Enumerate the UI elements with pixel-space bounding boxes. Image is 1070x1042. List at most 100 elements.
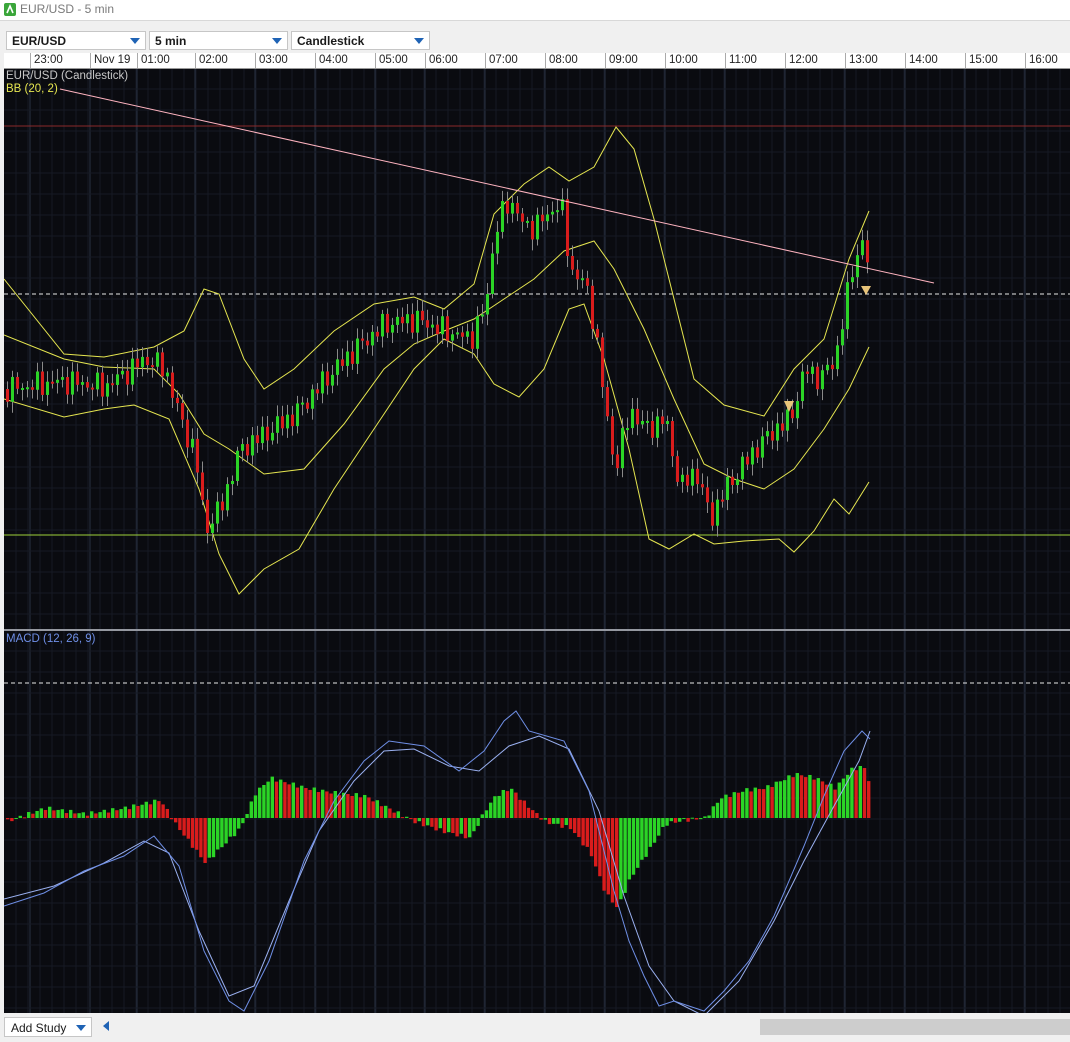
macd-histogram-bar: [846, 774, 850, 818]
macd-histogram-bar: [43, 809, 48, 818]
candle-body: [241, 444, 244, 451]
candle-body: [36, 371, 39, 390]
macd-histogram-bar: [434, 818, 438, 831]
time-axis[interactable]: 23:00 Nov 19 01:00 02:00 03:00 04:00 05:00 06:0…: [4, 53, 1070, 69]
candle-body: [256, 435, 259, 444]
macd-histogram-bar: [619, 818, 623, 900]
macd-panel[interactable]: MACD (12, 26, 9): [4, 631, 1070, 1013]
candle-body: [171, 372, 174, 398]
candle-body: [791, 409, 794, 419]
candle-body: [21, 387, 24, 390]
candle-body: [306, 402, 309, 409]
price-panel-background: [4, 69, 1070, 629]
candle-body: [686, 474, 689, 486]
interval-dropdown[interactable]: 5 min: [149, 31, 288, 50]
candle-body: [846, 282, 849, 330]
macd-histogram-bar: [39, 808, 43, 818]
add-study-dropdown[interactable]: Add Study: [4, 1017, 92, 1037]
time-axis-label: 15:00: [965, 53, 1025, 68]
macd-histogram-bar: [157, 801, 161, 818]
macd-histogram-bar: [392, 812, 396, 818]
macd-histogram-bar: [98, 812, 102, 818]
interval-dropdown-value: 5 min: [155, 34, 187, 48]
candle-body: [616, 454, 619, 469]
candle-body: [416, 310, 419, 333]
candle-body: [431, 324, 434, 328]
macd-histogram-bar: [707, 815, 711, 818]
candle-body: [96, 372, 99, 390]
candle-body: [446, 316, 449, 341]
macd-histogram-bar: [287, 784, 291, 818]
candle-body: [591, 285, 594, 329]
candle-body: [126, 370, 129, 385]
bottom-bar: Add Study: [0, 1014, 1070, 1042]
macd-histogram-bar: [489, 802, 493, 818]
time-axis-label: 03:00: [255, 53, 315, 68]
candle-body: [646, 420, 649, 423]
macd-histogram-bar: [127, 809, 132, 818]
macd-histogram-bar: [132, 804, 136, 818]
chevron-down-icon: [76, 1025, 86, 1031]
candle-body: [396, 316, 399, 325]
candle-body: [161, 352, 164, 377]
candle-body: [226, 484, 229, 511]
candle-body: [116, 374, 119, 385]
candle-body: [731, 476, 734, 486]
macd-histogram-bar: [119, 809, 123, 818]
macd-histogram-bar: [522, 800, 526, 818]
macd-histogram-bar: [476, 818, 480, 826]
chart-style-dropdown[interactable]: Candlestick: [291, 31, 430, 50]
trendline[interactable]: [59, 88, 935, 284]
symbol-dropdown[interactable]: EUR/USD: [6, 31, 146, 50]
time-axis-label: 11:00: [725, 53, 785, 68]
candle-body: [46, 381, 49, 395]
macd-histogram-bar: [237, 818, 241, 829]
candle-body: [681, 474, 684, 482]
macd-histogram-bar: [279, 779, 283, 818]
candle-body: [386, 313, 389, 333]
candle-body: [571, 255, 574, 270]
macd-grid: [4, 631, 1070, 1013]
macd-histogram-bar: [346, 794, 350, 818]
candle-body: [771, 431, 774, 441]
time-axis-label: 23:00: [30, 53, 90, 68]
candle-body: [76, 371, 79, 385]
candle-body: [851, 277, 854, 283]
candle-body: [641, 420, 644, 425]
chart-area[interactable]: EUR/USD (Candlestick) BB (20, 2) MACD (1…: [4, 69, 1070, 1013]
time-axis-label: 16:00: [1025, 53, 1070, 68]
macd-histogram-bar: [207, 818, 211, 858]
macd-histogram-bar: [459, 818, 463, 834]
macd-histogram-bar: [203, 818, 207, 863]
candle-body: [756, 447, 759, 458]
macd-histogram-bar: [111, 808, 115, 818]
macd-histogram-bar: [652, 818, 657, 843]
macd-histogram-bar: [484, 810, 489, 818]
macd-histogram-bar: [577, 818, 581, 838]
macd-histogram-bar: [493, 796, 497, 818]
macd-histogram-bar: [283, 782, 287, 818]
candle-body: [111, 383, 114, 386]
macd-histogram-bar: [463, 818, 468, 839]
macd-histogram-bar: [216, 818, 220, 850]
price-panel[interactable]: EUR/USD (Candlestick) BB (20, 2): [4, 69, 1070, 629]
macd-histogram-bar: [858, 766, 862, 818]
candle-body: [156, 352, 159, 367]
time-axis-label: 07:00: [485, 53, 545, 68]
macd-histogram-bar: [106, 812, 111, 818]
macd-histogram-bar: [85, 815, 90, 818]
chevron-down-icon: [414, 38, 424, 44]
candle-body: [216, 501, 219, 524]
macd-histogram-bar: [501, 789, 505, 818]
scrollbar-thumb[interactable]: [760, 1019, 1070, 1035]
macd-histogram-bar: [291, 782, 295, 818]
macd-histogram-bar: [48, 806, 52, 818]
candle-body: [401, 316, 404, 324]
candle-body: [61, 377, 64, 380]
candle-body: [186, 419, 189, 448]
window-titlebar: EUR/USD - 5 min: [0, 0, 1070, 21]
scroll-left-icon[interactable]: [103, 1021, 109, 1031]
macd-histogram-bar: [115, 810, 119, 818]
candle-body: [66, 377, 69, 395]
macd-histogram-bar: [589, 818, 594, 857]
